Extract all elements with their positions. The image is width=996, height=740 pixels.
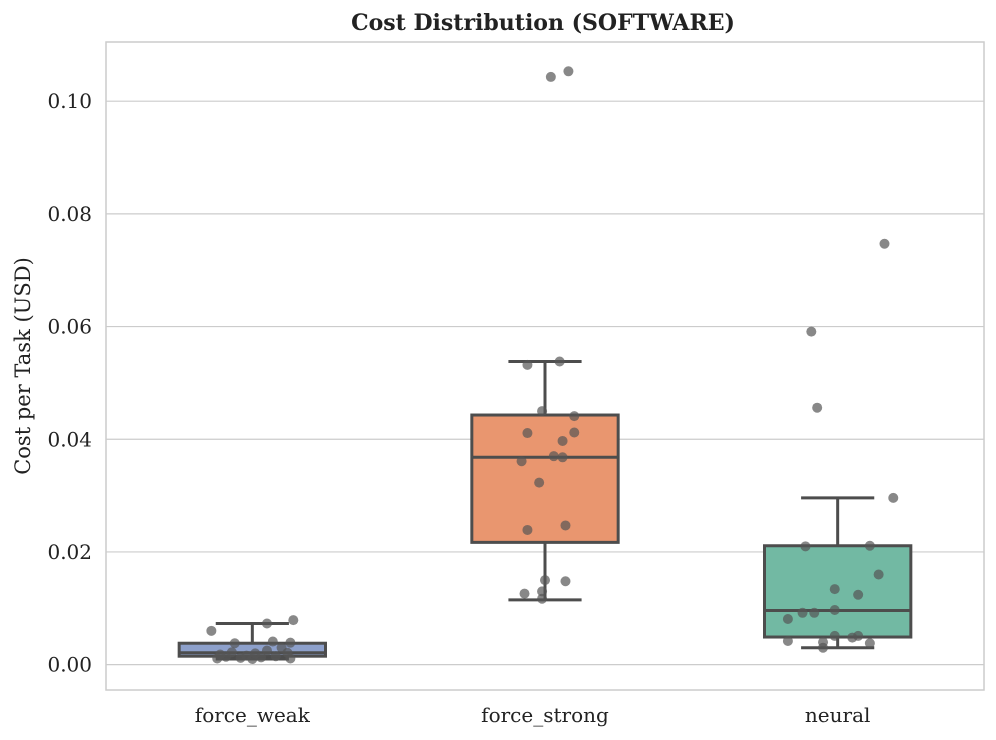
data-point: [522, 428, 533, 439]
data-point: [829, 584, 840, 595]
data-point: [806, 326, 817, 337]
data-point: [261, 618, 272, 629]
y-tick-label: 0.06: [47, 315, 92, 339]
data-point: [569, 411, 580, 422]
x-axis-ticks: force_weak force_strong neural: [195, 703, 871, 727]
data-point: [522, 524, 533, 535]
x-tick-label: force_weak: [195, 703, 311, 727]
data-point: [261, 645, 272, 656]
data-point: [519, 588, 530, 599]
data-point: [229, 638, 240, 649]
x-tick-label: neural: [805, 703, 870, 727]
data-point: [560, 520, 571, 531]
data-point: [516, 456, 527, 467]
y-axis-label: Cost per Task (USD): [11, 257, 35, 475]
data-point: [818, 642, 829, 653]
data-point: [522, 359, 533, 370]
data-point: [256, 652, 267, 663]
box-force_weak: [177, 615, 327, 665]
data-point: [537, 586, 548, 597]
chart-title: Cost Distribution (SOFTWARE): [351, 10, 735, 36]
data-point: [212, 653, 223, 664]
data-point: [782, 635, 793, 646]
data-point: [800, 541, 811, 552]
data-point: [569, 427, 580, 438]
data-point: [247, 654, 258, 665]
data-point: [537, 593, 548, 604]
data-point: [557, 452, 568, 463]
y-tick-label: 0.10: [47, 89, 92, 113]
data-point: [812, 402, 823, 413]
data-point: [540, 575, 550, 586]
box-force_strong: [470, 66, 620, 604]
box-iqr: [470, 413, 620, 544]
data-point: [864, 540, 875, 551]
y-tick-label: 0.00: [47, 653, 92, 677]
data-point: [782, 614, 793, 625]
data-point: [545, 71, 556, 82]
data-point: [829, 604, 840, 615]
data-point: [809, 607, 820, 618]
data-point: [557, 435, 568, 446]
data-point: [537, 406, 548, 417]
data-point: [563, 66, 574, 77]
y-tick-label: 0.04: [47, 427, 92, 451]
data-point: [548, 451, 559, 462]
data-point: [853, 589, 864, 600]
data-point: [873, 569, 884, 580]
data-point: [220, 651, 231, 662]
y-tick-label: 0.02: [47, 540, 92, 564]
data-point: [288, 615, 299, 626]
data-point: [285, 653, 296, 664]
x-tick-label: force_strong: [481, 703, 609, 727]
data-point: [560, 576, 571, 587]
y-tick-label: 0.08: [47, 202, 92, 226]
data-point: [270, 651, 281, 662]
y-axis-ticks: 0.00 0.02 0.04 0.06 0.08 0.10: [47, 89, 92, 676]
data-point: [554, 356, 565, 367]
data-point: [534, 477, 545, 488]
data-point: [864, 638, 875, 649]
data-point: [829, 630, 840, 641]
plot-frame: [105, 41, 985, 691]
data-point: [879, 238, 890, 249]
boxes: [177, 66, 913, 665]
data-point: [797, 607, 808, 618]
box-neural: [763, 238, 913, 653]
data-point: [267, 636, 278, 647]
data-point: [888, 492, 899, 503]
data-point: [206, 625, 217, 636]
data-point: [847, 632, 858, 643]
data-point: [235, 652, 246, 663]
data-point: [285, 637, 296, 648]
